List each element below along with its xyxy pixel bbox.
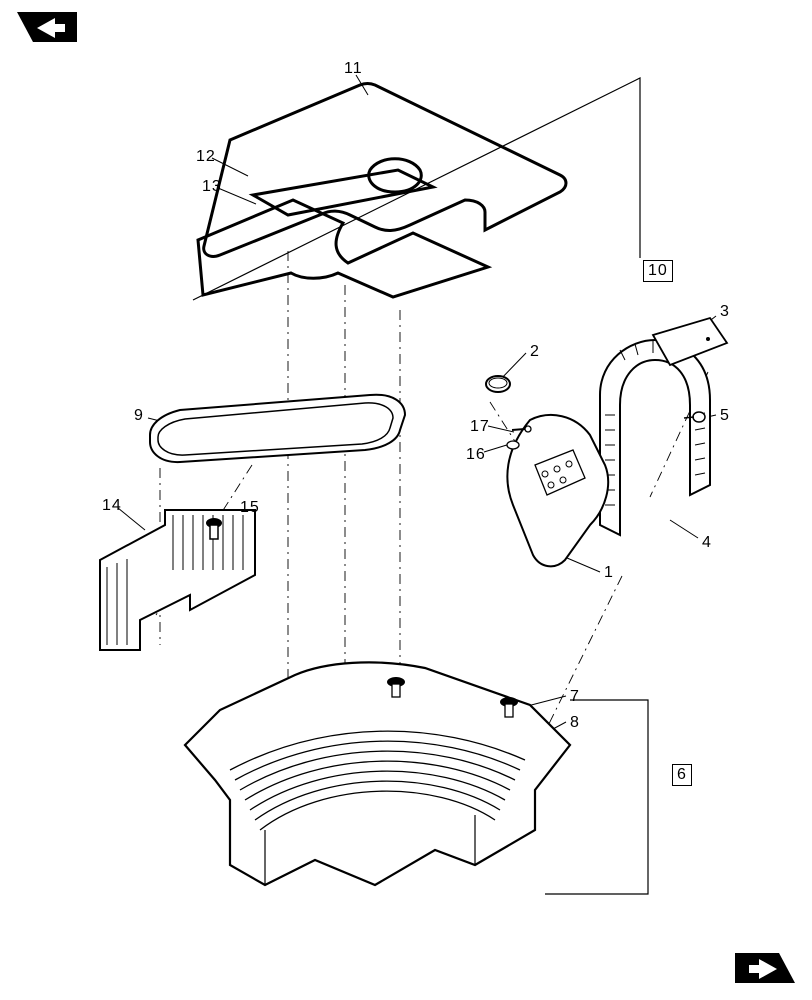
callout-7: 7 [570, 688, 580, 706]
part-plug [485, 375, 511, 393]
callout-14: 14 [102, 497, 122, 515]
part-floor-mat [175, 650, 575, 900]
part-knob [204, 517, 224, 543]
callout-3: 3 [720, 303, 730, 321]
part-washer [505, 440, 521, 450]
callout-12: 12 [196, 148, 216, 166]
callout-6: 6 [672, 764, 692, 786]
part-cap-b [385, 676, 407, 700]
callout-8: 8 [570, 714, 580, 732]
part-gasket-shaped [183, 185, 503, 300]
callout-2: 2 [530, 343, 540, 361]
callout-17: 17 [470, 418, 490, 436]
callout-10: 10 [643, 260, 673, 282]
callout-5: 5 [720, 407, 730, 425]
diagram-canvas: 1234567891011121314151617 [0, 0, 812, 1000]
callout-16: 16 [466, 446, 486, 464]
part-panel [95, 505, 265, 655]
callout-4: 4 [702, 534, 712, 552]
part-seal-long [140, 390, 410, 465]
part-cap-a [498, 696, 520, 720]
callout-13: 13 [202, 178, 222, 196]
part-plate [650, 315, 730, 370]
callout-15: 15 [240, 499, 260, 517]
part-screw [510, 425, 532, 435]
prev-page-icon[interactable] [15, 10, 79, 44]
callout-11: 11 [344, 60, 363, 78]
next-page-icon[interactable] [733, 951, 797, 985]
part-fastener [682, 410, 706, 424]
callout-9: 9 [134, 407, 144, 425]
callout-1: 1 [604, 564, 614, 582]
